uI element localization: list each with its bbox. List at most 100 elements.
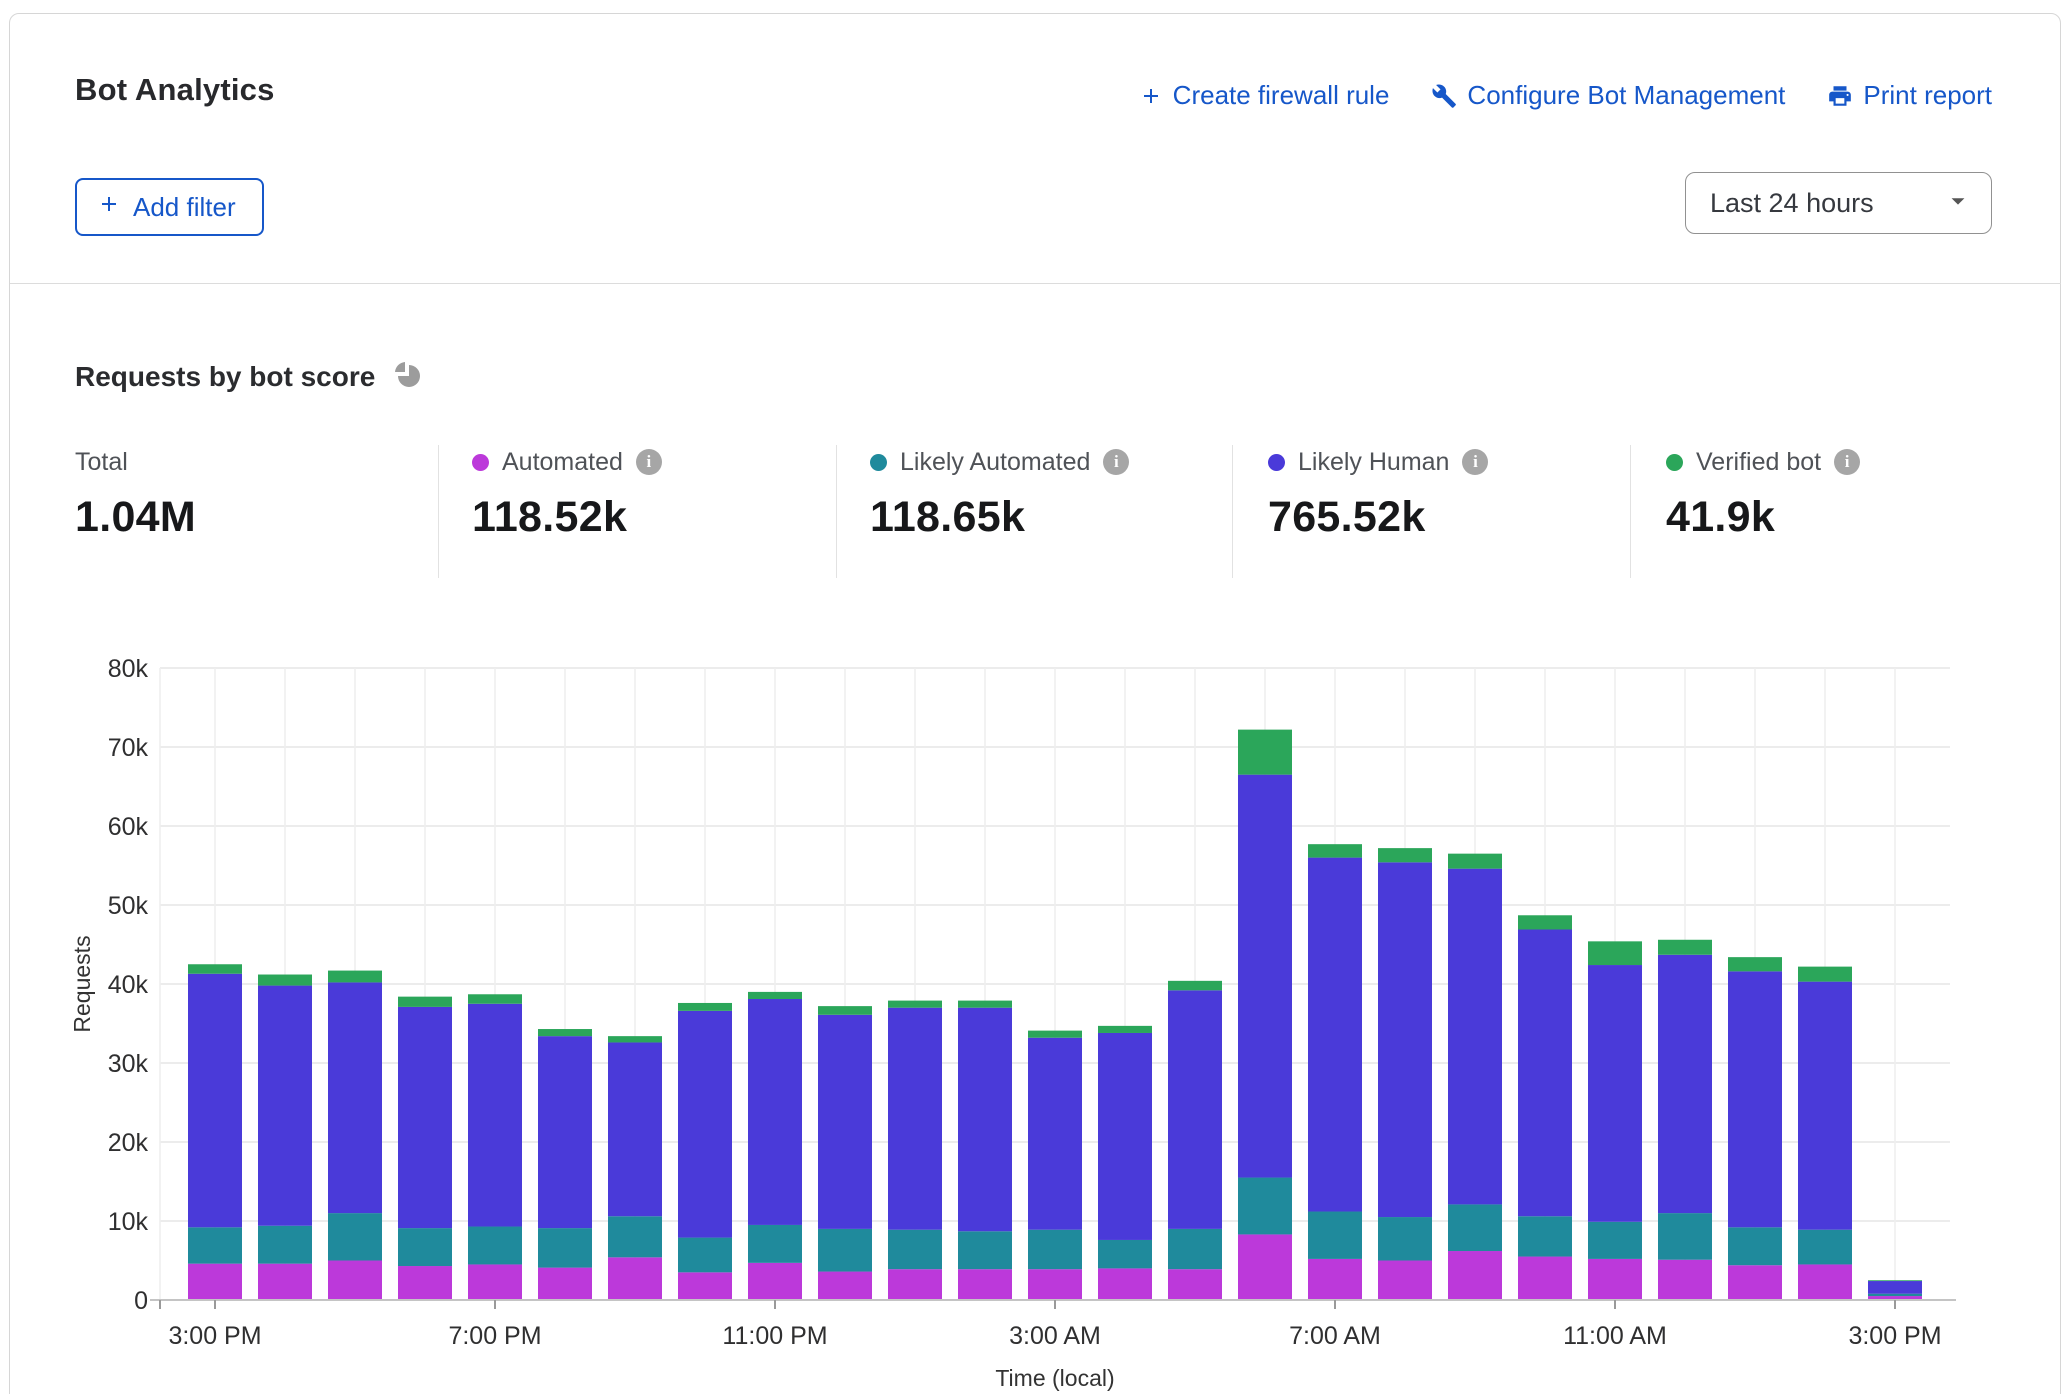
bar-segment[interactable] [328,982,382,1214]
bar-segment[interactable] [1238,729,1292,775]
bar-segment[interactable] [1728,971,1782,1228]
bar-segment[interactable] [258,974,312,986]
bar-segment[interactable] [1308,844,1362,858]
info-icon[interactable]: i [1103,449,1130,475]
bar-segment[interactable] [1448,1204,1502,1252]
bar-segment[interactable] [1168,980,1222,991]
bar-segment[interactable] [328,1260,382,1301]
bar-segment[interactable] [1868,1296,1922,1300]
bar-segment[interactable] [1798,1264,1852,1300]
bar-segment[interactable] [328,970,382,983]
bar-segment[interactable] [608,1042,662,1217]
bar-segment[interactable] [608,1257,662,1300]
bar-segment[interactable] [678,1002,732,1011]
bar-segment[interactable] [1378,1217,1432,1261]
bar-segment[interactable] [1798,981,1852,1230]
info-icon[interactable]: i [635,449,662,475]
bar-segment[interactable] [1868,1281,1922,1294]
bar-segment[interactable] [958,1269,1012,1300]
bar-segment[interactable] [1728,1227,1782,1266]
bar-segment[interactable] [258,1263,312,1300]
bar-segment[interactable] [888,1000,942,1008]
bar-segment[interactable] [1518,1216,1572,1257]
bar-segment[interactable] [1588,941,1642,966]
bar-segment[interactable] [888,1229,942,1270]
bar-segment[interactable] [468,994,522,1004]
bar-segment[interactable] [1798,1229,1852,1265]
bar-segment[interactable] [958,1000,1012,1008]
bar-segment[interactable] [888,1007,942,1230]
bar-segment[interactable] [398,996,452,1007]
bar-segment[interactable] [468,1003,522,1227]
bar-segment[interactable] [958,1231,1012,1270]
bar-segment[interactable] [1098,1025,1152,1033]
bar-segment[interactable] [1448,868,1502,1205]
bar-segment[interactable] [748,999,802,1225]
bar-segment[interactable] [398,1228,452,1267]
bar-segment[interactable] [818,1014,872,1229]
bar-segment[interactable] [398,1006,452,1229]
bar-segment[interactable] [1168,1228,1222,1270]
bar-segment[interactable] [748,1224,802,1263]
bar-segment[interactable] [1238,1234,1292,1300]
bar-segment[interactable] [1868,1280,1922,1282]
create-firewall-rule-link[interactable]: Create firewall rule [1139,80,1389,111]
bar-segment[interactable] [1448,1251,1502,1300]
bar-segment[interactable] [958,1007,1012,1232]
bar-segment[interactable] [818,1006,872,1015]
bar-segment[interactable] [468,1264,522,1300]
bar-segment[interactable] [188,964,242,974]
bar-segment[interactable] [1728,1265,1782,1300]
bar-segment[interactable] [1658,1259,1712,1300]
bar-segment[interactable] [1168,990,1222,1229]
bar-segment[interactable] [1098,1239,1152,1269]
bar-segment[interactable] [1518,929,1572,1217]
bar-segment[interactable] [1378,862,1432,1218]
bar-segment[interactable] [1238,1177,1292,1235]
bar-segment[interactable] [1308,1211,1362,1259]
time-range-select[interactable]: Last 24 hours [1685,172,1992,234]
bar-segment[interactable] [1868,1293,1922,1297]
bar-segment[interactable] [1728,957,1782,972]
bar-segment[interactable] [188,1227,242,1264]
bar-segment[interactable] [258,985,312,1226]
bar-segment[interactable] [1308,1258,1362,1300]
bar-segment[interactable] [608,1216,662,1258]
bar-segment[interactable] [678,1237,732,1273]
print-report-link[interactable]: Print report [1827,80,1992,111]
bar-segment[interactable] [1798,966,1852,982]
bar-segment[interactable] [258,1225,312,1264]
bar-segment[interactable] [538,1036,592,1229]
bar-segment[interactable] [888,1269,942,1300]
configure-bot-management-link[interactable]: Configure Bot Management [1431,80,1785,111]
add-filter-button[interactable]: Add filter [75,178,264,236]
bar-segment[interactable] [1658,954,1712,1214]
bar-segment[interactable] [1518,915,1572,930]
bar-segment[interactable] [468,1226,522,1265]
bar-segment[interactable] [1028,1229,1082,1270]
bar-segment[interactable] [748,991,802,1000]
bar-segment[interactable] [1028,1030,1082,1038]
bar-segment[interactable] [678,1010,732,1238]
bar-segment[interactable] [188,1263,242,1300]
bar-segment[interactable] [1448,853,1502,869]
bar-segment[interactable] [1518,1256,1572,1300]
bar-segment[interactable] [678,1272,732,1300]
bar-segment[interactable] [1238,774,1292,1178]
bar-segment[interactable] [1588,1221,1642,1259]
bar-segment[interactable] [538,1267,592,1300]
bar-segment[interactable] [1378,1260,1432,1301]
info-icon[interactable]: i [1462,449,1489,475]
bar-segment[interactable] [1658,939,1712,955]
bar-segment[interactable] [538,1228,592,1268]
bar-segment[interactable] [1098,1268,1152,1300]
bar-segment[interactable] [818,1271,872,1300]
bar-segment[interactable] [328,1213,382,1261]
bar-segment[interactable] [1588,965,1642,1222]
bar-segment[interactable] [608,1036,662,1043]
bar-segment[interactable] [188,973,242,1228]
bar-segment[interactable] [818,1228,872,1272]
bar-segment[interactable] [1028,1037,1082,1230]
bar-segment[interactable] [538,1029,592,1037]
bar-segment[interactable] [398,1266,452,1300]
